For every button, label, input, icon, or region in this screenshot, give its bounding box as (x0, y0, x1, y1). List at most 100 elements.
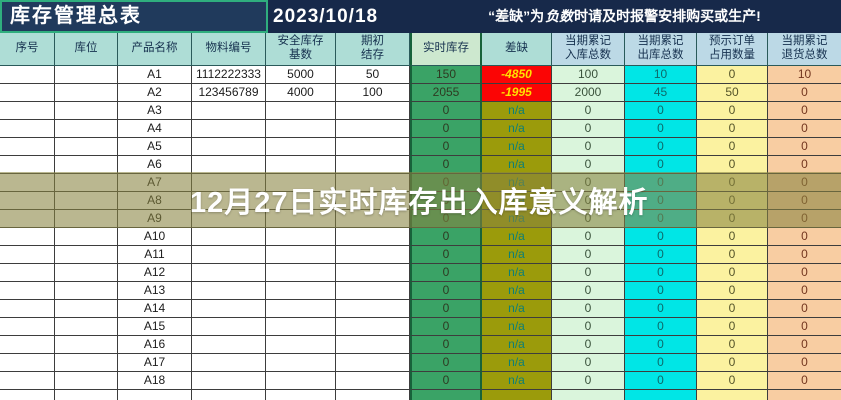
cell-code[interactable] (192, 102, 266, 120)
cell-opening[interactable]: 100 (336, 84, 410, 102)
cell-name[interactable]: A15 (118, 318, 192, 336)
cell-code[interactable] (192, 246, 266, 264)
cell-opening[interactable] (336, 246, 410, 264)
cell-returns[interactable] (768, 390, 841, 400)
cell-safety[interactable] (266, 102, 336, 120)
cell-loc[interactable] (55, 66, 118, 84)
cell-occupied[interactable]: 0 (697, 228, 768, 246)
cell-seq[interactable] (0, 318, 55, 336)
cell-code[interactable]: 123456789 (192, 84, 266, 102)
column-header-5[interactable]: 安全库存 基数 (266, 33, 336, 66)
cell-name[interactable]: A17 (118, 354, 192, 372)
cell-loc[interactable] (55, 138, 118, 156)
cell-occupied[interactable]: 0 (697, 66, 768, 84)
cell-inbound[interactable]: 100 (552, 66, 625, 84)
cell-loc[interactable] (55, 228, 118, 246)
cell-opening[interactable] (336, 264, 410, 282)
cell-opening[interactable] (336, 300, 410, 318)
cell-inbound[interactable]: 2000 (552, 84, 625, 102)
column-header-8[interactable]: 差缺 (482, 33, 552, 66)
cell-seq[interactable] (0, 84, 55, 102)
cell-occupied[interactable]: 0 (697, 246, 768, 264)
cell-code[interactable] (192, 318, 266, 336)
cell-safety[interactable] (266, 120, 336, 138)
cell-shortage[interactable]: n/a (482, 300, 552, 318)
cell-inbound[interactable]: 0 (552, 138, 625, 156)
cell-returns[interactable]: 0 (768, 300, 841, 318)
cell-loc[interactable] (55, 264, 118, 282)
cell-seq[interactable] (0, 390, 55, 400)
cell-loc[interactable] (55, 120, 118, 138)
cell-outbound[interactable] (625, 390, 697, 400)
cell-realtime[interactable]: 0 (410, 282, 482, 300)
cell-opening[interactable] (336, 318, 410, 336)
cell-seq[interactable] (0, 246, 55, 264)
cell-code[interactable] (192, 354, 266, 372)
cell-inbound[interactable]: 0 (552, 354, 625, 372)
cell-returns[interactable]: 0 (768, 264, 841, 282)
cell-safety[interactable] (266, 264, 336, 282)
cell-occupied[interactable]: 0 (697, 282, 768, 300)
cell-opening[interactable] (336, 228, 410, 246)
cell-shortage[interactable]: n/a (482, 264, 552, 282)
cell-safety[interactable] (266, 372, 336, 390)
cell-name[interactable]: A18 (118, 372, 192, 390)
column-header-10[interactable]: 当期累记 出库总数 (625, 33, 697, 66)
cell-shortage[interactable] (482, 390, 552, 400)
cell-returns[interactable]: 0 (768, 138, 841, 156)
cell-inbound[interactable]: 0 (552, 120, 625, 138)
cell-safety[interactable] (266, 300, 336, 318)
cell-shortage[interactable]: -4850 (482, 66, 552, 84)
cell-returns[interactable]: 0 (768, 246, 841, 264)
cell-opening[interactable] (336, 120, 410, 138)
cell-safety[interactable] (266, 282, 336, 300)
cell-seq[interactable] (0, 336, 55, 354)
cell-outbound[interactable]: 0 (625, 246, 697, 264)
cell-outbound[interactable]: 0 (625, 120, 697, 138)
cell-code[interactable] (192, 264, 266, 282)
cell-realtime[interactable]: 0 (410, 336, 482, 354)
cell-realtime[interactable]: 0 (410, 372, 482, 390)
cell-safety[interactable] (266, 138, 336, 156)
cell-shortage[interactable]: n/a (482, 354, 552, 372)
cell-outbound[interactable]: 0 (625, 102, 697, 120)
cell-inbound[interactable]: 0 (552, 102, 625, 120)
cell-name[interactable]: A3 (118, 102, 192, 120)
cell-name[interactable]: A10 (118, 228, 192, 246)
cell-inbound[interactable] (552, 390, 625, 400)
cell-loc[interactable] (55, 318, 118, 336)
cell-shortage[interactable]: n/a (482, 336, 552, 354)
cell-seq[interactable] (0, 66, 55, 84)
cell-shortage[interactable]: n/a (482, 246, 552, 264)
cell-inbound[interactable]: 0 (552, 372, 625, 390)
cell-inbound[interactable]: 0 (552, 318, 625, 336)
cell-outbound[interactable]: 0 (625, 228, 697, 246)
cell-returns[interactable]: 0 (768, 102, 841, 120)
cell-loc[interactable] (55, 390, 118, 400)
cell-safety[interactable] (266, 336, 336, 354)
cell-loc[interactable] (55, 354, 118, 372)
cell-occupied[interactable]: 0 (697, 336, 768, 354)
cell-outbound[interactable]: 0 (625, 336, 697, 354)
cell-name[interactable]: A13 (118, 282, 192, 300)
cell-loc[interactable] (55, 372, 118, 390)
cell-occupied[interactable] (697, 390, 768, 400)
cell-code[interactable] (192, 390, 266, 400)
cell-name[interactable]: A16 (118, 336, 192, 354)
cell-inbound[interactable]: 0 (552, 300, 625, 318)
cell-returns[interactable]: 0 (768, 84, 841, 102)
cell-seq[interactable] (0, 264, 55, 282)
column-header-3[interactable]: 产品名称 (118, 33, 192, 66)
cell-shortage[interactable]: n/a (482, 102, 552, 120)
cell-shortage[interactable]: -1995 (482, 84, 552, 102)
column-header-9[interactable]: 当期累记 入库总数 (552, 33, 625, 66)
column-header-11[interactable]: 预示订单 占用数量 (697, 33, 768, 66)
cell-code[interactable] (192, 228, 266, 246)
cell-returns[interactable]: 0 (768, 354, 841, 372)
cell-code[interactable] (192, 138, 266, 156)
cell-loc[interactable] (55, 282, 118, 300)
cell-safety[interactable]: 4000 (266, 84, 336, 102)
cell-inbound[interactable]: 0 (552, 264, 625, 282)
cell-realtime[interactable]: 0 (410, 318, 482, 336)
cell-name[interactable]: A4 (118, 120, 192, 138)
